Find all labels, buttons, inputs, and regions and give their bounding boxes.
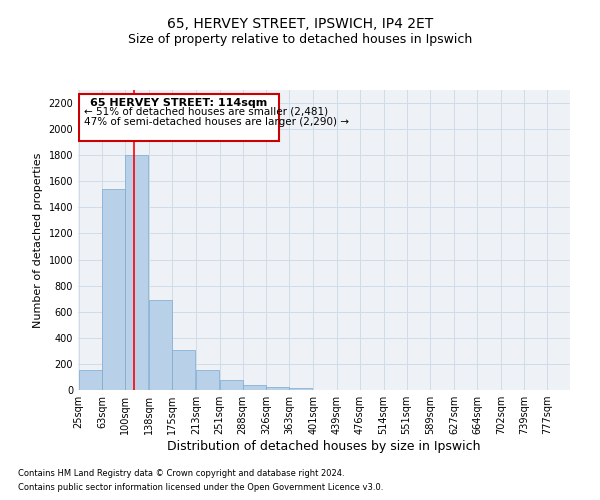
Y-axis label: Number of detached properties: Number of detached properties [33,152,43,328]
Text: Contains public sector information licensed under the Open Government Licence v3: Contains public sector information licen… [18,484,383,492]
X-axis label: Distribution of detached houses by size in Ipswich: Distribution of detached houses by size … [167,440,481,453]
Text: ← 51% of detached houses are smaller (2,481): ← 51% of detached houses are smaller (2,… [84,107,328,117]
Text: 47% of semi-detached houses are larger (2,290) →: 47% of semi-detached houses are larger (… [84,116,349,126]
Text: Contains HM Land Registry data © Crown copyright and database right 2024.: Contains HM Land Registry data © Crown c… [18,468,344,477]
Bar [125,155,148,390]
Bar [289,388,313,390]
Bar [172,350,195,390]
Bar [103,189,125,390]
Bar [266,386,289,390]
Bar [149,300,172,390]
Bar [242,385,266,390]
Bar [220,380,242,390]
Bar [79,370,101,390]
Bar [79,94,279,141]
Text: Size of property relative to detached houses in Ipswich: Size of property relative to detached ho… [128,32,472,46]
Text: 65, HERVEY STREET, IPSWICH, IP4 2ET: 65, HERVEY STREET, IPSWICH, IP4 2ET [167,18,433,32]
Bar [196,370,219,390]
Text: 65 HERVEY STREET: 114sqm: 65 HERVEY STREET: 114sqm [91,98,268,108]
